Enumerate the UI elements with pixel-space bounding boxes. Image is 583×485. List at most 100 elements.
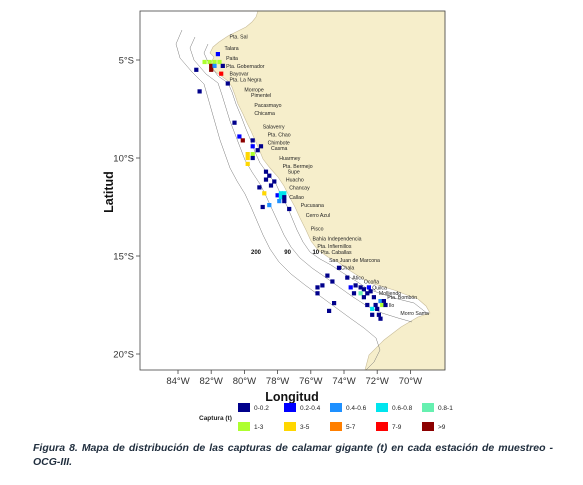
place-label: Pta. Bombón [387,295,417,301]
legend-swatch [376,422,388,431]
legend-label: 3-5 [300,424,310,431]
catch-cell [366,285,371,290]
depth-label: 10 [312,250,319,256]
catch-cell [325,273,330,278]
catch-cell [257,185,262,190]
catch-cell [368,289,373,294]
isobath-200 [175,29,381,371]
place-label: Casma [271,146,288,152]
catch-cell [287,206,292,212]
legend-swatch [284,403,296,412]
place-label: Chala [341,266,355,272]
x-tick-label: 70°W [399,376,422,387]
place-label: Supe [288,170,300,176]
catch-cell [383,302,388,308]
catch-cell [282,191,287,196]
catch-cell [250,138,255,143]
legend-swatch [330,422,342,431]
place-label: Callao [289,195,304,201]
place-label: Pta. Bermejo [283,164,313,170]
catch-cell [278,195,283,200]
catch-cell [258,144,264,149]
legend-label: 0.8-1 [438,405,453,412]
catch-cell [245,152,250,157]
place-label: Pta. La Negra [230,78,262,84]
catch-cell [267,203,272,208]
catch-cell [202,59,207,65]
catch-cell [245,155,250,161]
x-tick-label: 82°W [200,376,223,387]
catch-cell [212,63,217,68]
catch-cell [197,89,202,94]
legend-label: 0.4-0.6 [346,405,367,412]
catch-cell [215,52,220,57]
legend-label: 1-3 [254,424,264,431]
x-tick-label: 74°W [332,376,355,387]
catch-cell [315,285,320,290]
catch-cell [358,291,363,296]
catch-cell [351,291,357,296]
y-tick-label: 5°S [119,56,134,67]
y-tick-label: 15°S [113,252,134,263]
catch-cell [365,302,370,308]
x-axis-title: Longitud [265,390,318,404]
catch-cell [209,67,214,72]
catch-cell [345,275,350,280]
legend-label: 0.2-0.4 [300,405,321,412]
catch-cell [232,120,237,125]
legend-label: 0-0.2 [254,405,269,412]
capture-map: Pta. Sal Talara Paita Pta. Gobernador Bayova… [102,10,453,431]
catch-cell [332,301,337,306]
catch-cell [260,204,265,210]
depth-label: 200 [251,250,262,256]
land-mass [200,10,446,371]
catch-cell [263,177,269,182]
plot-frame [139,10,446,371]
catch-cell [375,306,380,311]
place-label: Quilca [372,285,387,291]
catch-cell [263,169,269,174]
place-label: Cerro Azul [306,213,330,219]
catch-cell [278,191,283,196]
catch-cell [268,183,274,188]
catch-cell [282,195,287,200]
y-tick-label: 20°S [113,350,134,361]
catch-cell [381,299,386,304]
place-label: Talara [225,46,239,52]
x-tick-label: 80°W [233,376,256,387]
place-label: Pisco [311,227,324,233]
catch-cell [378,316,383,321]
legend-swatch [422,403,434,412]
legend-swatch [238,403,250,412]
catch-cell [370,312,375,317]
catch-cell [361,287,366,292]
catch-cell [250,144,255,149]
catch-cell [380,302,385,308]
legend-swatch [422,422,434,431]
place-label: Bahía Independencia [313,236,362,242]
catch-cell [275,193,280,198]
x-tick-label: 84°W [166,376,189,387]
catch-cell [237,134,242,139]
catch-cell [245,161,250,166]
catch-cell [315,291,320,296]
catch-cell [262,191,267,196]
place-label: Morrope [244,87,263,93]
legend-swatch [330,403,342,412]
catch-cell [250,152,255,157]
place-label: Pta. Caballas [321,250,352,256]
catch-cell [373,302,378,308]
legend-swatch [284,422,296,431]
place-label: Ocoña [364,279,379,285]
catch-cell [194,67,199,72]
catch-cell [358,285,363,290]
legend-label: 0.6-0.8 [392,405,413,412]
catch-cell [353,283,358,288]
figure-caption: Figura 8. Mapa de distribución de las ca… [33,442,553,468]
place-label: Pucusana [301,203,324,209]
place-label: Paita [226,56,238,62]
catch-cell [348,285,353,290]
place-label: Morro Sama [400,311,429,317]
y-axis-title: Latitud [102,171,116,213]
catch-cell [255,148,260,153]
